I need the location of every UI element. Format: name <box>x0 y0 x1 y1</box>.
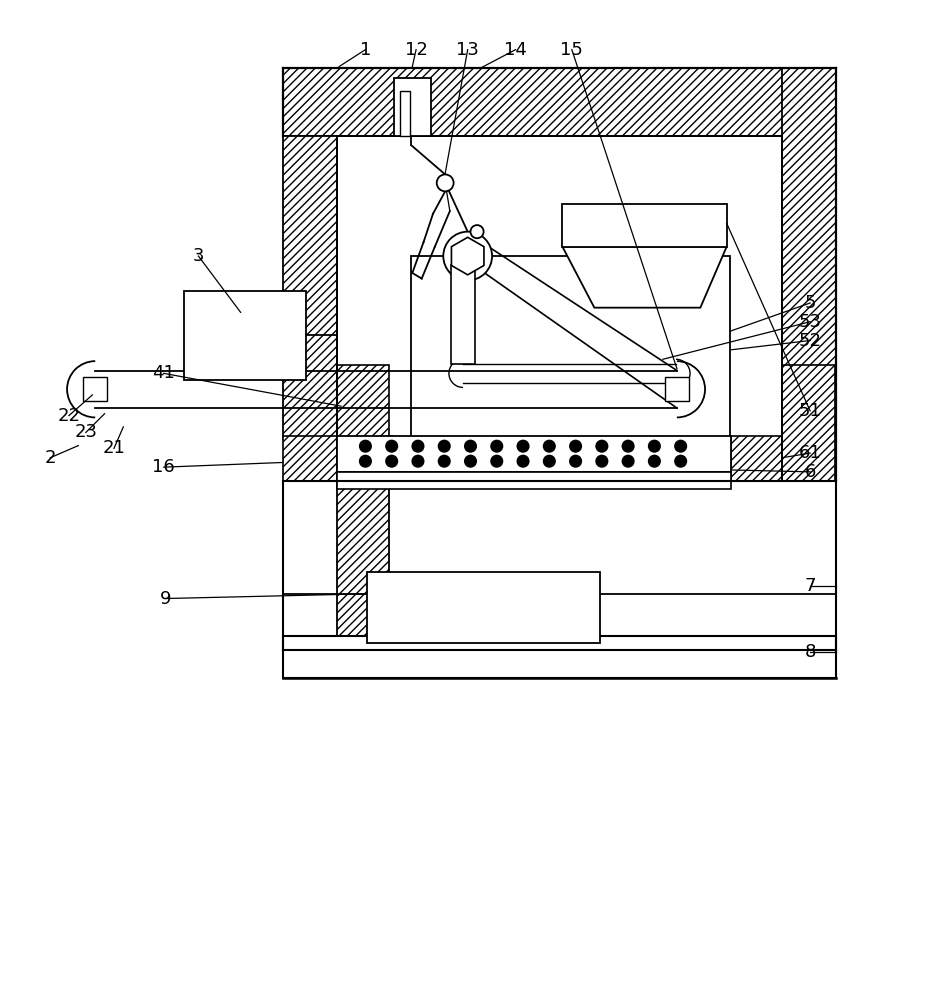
Circle shape <box>491 441 502 452</box>
Circle shape <box>648 456 660 467</box>
Circle shape <box>470 225 484 238</box>
Bar <box>782 68 837 481</box>
Circle shape <box>439 456 450 467</box>
Circle shape <box>457 246 478 266</box>
Circle shape <box>623 456 633 467</box>
Bar <box>337 472 731 489</box>
Circle shape <box>386 441 397 452</box>
Bar <box>451 265 475 364</box>
Text: 2: 2 <box>44 449 56 467</box>
Text: 14: 14 <box>504 41 527 59</box>
Circle shape <box>412 456 423 467</box>
Text: 8: 8 <box>805 643 816 661</box>
Bar <box>664 377 689 401</box>
Bar <box>411 256 730 439</box>
Bar <box>283 136 337 439</box>
Text: 61: 61 <box>799 444 821 462</box>
Bar <box>563 204 726 247</box>
Circle shape <box>491 456 502 467</box>
Circle shape <box>359 441 371 452</box>
Bar <box>283 636 837 678</box>
Circle shape <box>570 441 582 452</box>
Bar <box>367 572 600 643</box>
Circle shape <box>439 441 450 452</box>
Circle shape <box>518 456 529 467</box>
Circle shape <box>465 441 476 452</box>
Text: 9: 9 <box>160 590 171 608</box>
Text: 6: 6 <box>805 463 816 481</box>
Bar <box>337 436 391 481</box>
Circle shape <box>597 456 608 467</box>
Circle shape <box>675 456 686 467</box>
Text: 23: 23 <box>74 423 97 441</box>
Circle shape <box>544 456 555 467</box>
Polygon shape <box>452 237 484 275</box>
Circle shape <box>544 441 555 452</box>
Bar <box>782 365 835 481</box>
Circle shape <box>518 441 529 452</box>
Text: 41: 41 <box>152 364 175 382</box>
Text: 22: 22 <box>57 407 80 425</box>
Circle shape <box>623 441 633 452</box>
Text: 1: 1 <box>359 41 371 59</box>
Circle shape <box>386 456 397 467</box>
Bar <box>337 365 389 481</box>
Circle shape <box>437 174 454 191</box>
Text: 52: 52 <box>799 332 821 350</box>
Bar <box>337 439 389 650</box>
Text: 13: 13 <box>456 41 479 59</box>
Bar <box>731 436 782 481</box>
Circle shape <box>359 456 371 467</box>
Bar <box>393 78 431 136</box>
Bar <box>337 436 731 472</box>
Circle shape <box>648 441 660 452</box>
Bar <box>400 91 409 136</box>
Circle shape <box>597 441 608 452</box>
Text: 5: 5 <box>805 294 816 312</box>
Text: 7: 7 <box>805 577 816 595</box>
Text: 15: 15 <box>561 41 583 59</box>
Text: 16: 16 <box>152 458 175 476</box>
Circle shape <box>465 456 476 467</box>
Polygon shape <box>563 247 726 308</box>
Text: 21: 21 <box>103 439 125 457</box>
Circle shape <box>675 441 686 452</box>
Bar <box>283 68 837 136</box>
Text: 53: 53 <box>799 313 821 331</box>
Circle shape <box>570 456 582 467</box>
Bar <box>184 291 307 380</box>
Circle shape <box>412 441 423 452</box>
Bar <box>283 436 337 481</box>
Text: 51: 51 <box>799 402 821 420</box>
Circle shape <box>443 232 492 280</box>
Bar <box>83 377 107 401</box>
Text: 12: 12 <box>405 41 427 59</box>
Text: 3: 3 <box>193 247 204 265</box>
